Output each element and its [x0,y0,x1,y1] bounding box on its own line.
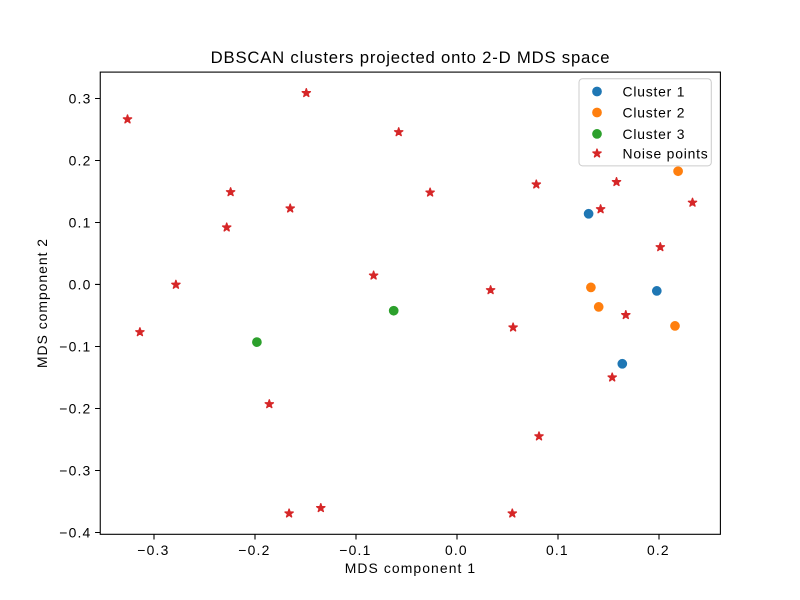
svg-text:Cluster 2: Cluster 2 [623,105,686,121]
svg-text:Cluster 1: Cluster 1 [623,84,686,100]
svg-text:0.1: 0.1 [69,215,92,231]
svg-text:0.0: 0.0 [69,277,92,293]
svg-text:−0.1: −0.1 [339,542,371,558]
svg-text:MDS component 2: MDS component 2 [34,238,50,368]
svg-text:−0.2: −0.2 [59,401,91,417]
svg-text:−0.2: −0.2 [238,542,270,558]
svg-text:DBSCAN clusters projected onto: DBSCAN clusters projected onto 2-D MDS s… [211,48,611,67]
svg-text:MDS component 1: MDS component 1 [345,560,477,576]
svg-text:−0.3: −0.3 [137,542,169,558]
svg-text:0.0: 0.0 [445,542,468,558]
svg-text:−0.1: −0.1 [59,339,91,355]
svg-text:Cluster 3: Cluster 3 [623,126,686,142]
svg-text:0.3: 0.3 [69,91,92,107]
svg-text:0.2: 0.2 [69,153,92,169]
svg-text:0.2: 0.2 [647,542,670,558]
svg-text:−0.4: −0.4 [59,525,91,541]
svg-text:Noise points: Noise points [623,146,709,162]
svg-text:−0.3: −0.3 [59,463,91,479]
svg-text:0.1: 0.1 [546,542,569,558]
